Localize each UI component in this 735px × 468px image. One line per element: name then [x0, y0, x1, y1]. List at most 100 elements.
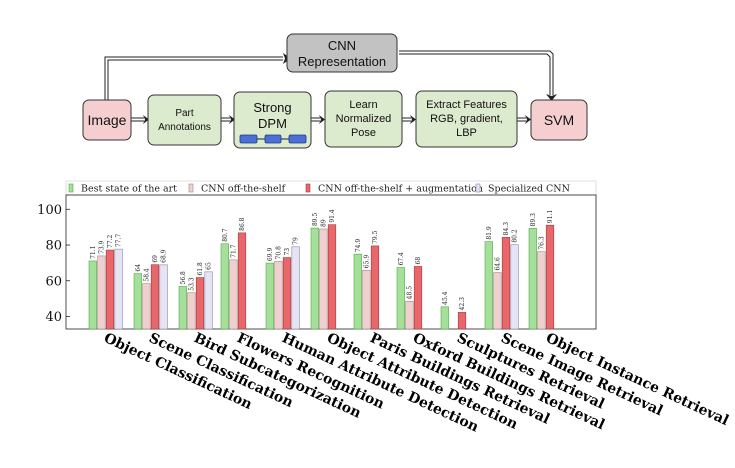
bar-value-label: 48.5 — [406, 286, 413, 300]
legend-swatch — [305, 183, 311, 193]
bar — [142, 283, 151, 330]
bar-value-label: 79 — [293, 237, 300, 245]
bar — [484, 241, 493, 330]
bar — [187, 292, 196, 330]
pipeline-arrowheads — [143, 47, 557, 124]
bar-value-label: 58.4 — [143, 268, 150, 282]
bar-value-label: 89 — [320, 219, 327, 227]
bar — [159, 264, 168, 330]
bar-value-label: 42.3 — [459, 297, 466, 311]
bar-value-label: 64 — [135, 264, 142, 272]
bar — [545, 224, 555, 330]
bar-value-label: 56.8 — [180, 271, 187, 285]
bar-value-label: 73.9 — [98, 240, 105, 254]
bar-value-label: 67.4 — [398, 252, 405, 266]
bar-value-label: 53.3 — [188, 277, 195, 291]
bar-value-label: 71.7 — [230, 244, 237, 258]
cnn-box-line-2: Representation — [298, 54, 386, 69]
bar-value-label: 73 — [284, 248, 291, 256]
bar — [195, 277, 205, 330]
pose-box-line-3: Pose — [351, 127, 376, 139]
strong-dpm-box: Strong DPM — [233, 91, 312, 149]
bar-value-label: 65 — [206, 262, 213, 270]
bar — [405, 301, 414, 330]
bar — [501, 237, 511, 330]
legend-label: Best state of the art — [81, 184, 177, 195]
bars — [88, 224, 555, 330]
features-box-line-3: LBP — [456, 127, 477, 139]
bar-value-label: 71.1 — [90, 246, 97, 259]
bar — [537, 251, 546, 330]
bar-value-label: 68 — [415, 257, 422, 265]
svm-box: SVM — [530, 99, 588, 141]
legend-swatch — [68, 183, 74, 193]
bar — [510, 244, 519, 330]
bar-value-label: 89.5 — [312, 213, 319, 227]
bar — [204, 271, 213, 330]
legend-label: Specialized CNN — [488, 184, 570, 195]
bar — [178, 286, 187, 330]
bar — [457, 312, 467, 330]
bar — [370, 245, 380, 330]
bar — [528, 228, 537, 330]
bar-value-label: 91.1 — [547, 210, 554, 223]
y-tick-label: 100 — [37, 203, 62, 218]
dpm-box-line-1: Strong — [253, 100, 291, 115]
bar — [274, 261, 283, 330]
cnn-representation-box: CNN Representation — [286, 33, 398, 73]
bar-value-label: 89.3 — [530, 213, 537, 227]
bar — [353, 253, 362, 330]
bar-chart: Best state of the art CNN off-the-shelf CN… — [37, 180, 731, 436]
y-axis: 40 60 80 100 — [37, 203, 70, 325]
dpm-box-line-2: DPM — [258, 116, 287, 131]
bar-value-label: 61.8 — [197, 262, 204, 276]
bar-value-label: 80.7 — [222, 228, 229, 242]
legend-swatch — [188, 183, 194, 193]
bar-value-label: 80.2 — [512, 229, 519, 243]
bar — [319, 228, 328, 330]
features-box-line-1: Extract Features — [426, 99, 507, 111]
bar-value-label: 65.9 — [363, 255, 370, 269]
bar-value-label: 81.9 — [486, 226, 493, 240]
bar — [114, 248, 123, 330]
part-annotations-box: Part Annotations — [147, 94, 222, 146]
pipeline-diagram: CNN Representation Image Part Annotation… — [82, 33, 588, 149]
bar-value-label: 76.3 — [538, 236, 545, 250]
bar-value-label: 70.8 — [275, 246, 282, 260]
bar — [265, 262, 274, 330]
bar — [105, 249, 115, 330]
bar — [97, 255, 106, 330]
y-tick-label: 60 — [45, 274, 62, 289]
bar — [396, 267, 405, 330]
image-box: Image — [82, 99, 132, 141]
legend-label: CNN off-the-shelf — [201, 184, 287, 195]
legend-swatch — [475, 183, 481, 193]
bar-value-label: 45.4 — [442, 291, 449, 305]
bar — [282, 257, 292, 330]
bar — [413, 266, 423, 330]
bar-value-label: 91.4 — [329, 209, 336, 223]
bar — [493, 272, 502, 330]
bar-value-label: 77.7 — [116, 234, 123, 248]
image-box-label: Image — [88, 112, 127, 128]
pose-box-line-2: Normalized — [336, 113, 392, 125]
bar — [327, 224, 337, 330]
bar — [237, 232, 247, 330]
bar-value-label: 84.3 — [503, 222, 510, 236]
bar-value-label: 74.9 — [355, 239, 362, 253]
pipeline-connectors — [104, 50, 554, 122]
svm-box-label: SVM — [544, 112, 574, 128]
dpm-parts-icon — [239, 134, 307, 144]
bar — [133, 273, 142, 330]
y-tick-label: 80 — [45, 239, 62, 254]
bar — [229, 259, 238, 330]
chart-legend: Best state of the art CNN off-the-shelf CN… — [65, 180, 597, 196]
bar-value-label: 79.5 — [372, 230, 379, 244]
bar — [220, 243, 229, 330]
bar-value-label: 77.2 — [107, 234, 114, 248]
bar-value-label: 69 — [152, 255, 159, 263]
bar — [440, 306, 449, 330]
bar — [150, 264, 160, 330]
